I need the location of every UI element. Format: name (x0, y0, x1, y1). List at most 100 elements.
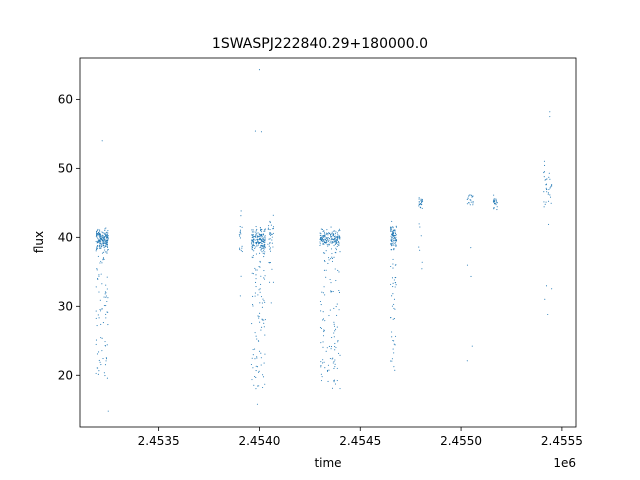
data-point (258, 242, 260, 244)
data-point (99, 244, 101, 247)
data-point (329, 309, 331, 311)
data-point (106, 288, 108, 290)
data-point (240, 249, 242, 251)
data-point (257, 340, 259, 342)
data-point (392, 258, 394, 260)
data-point (255, 226, 257, 228)
data-point (254, 235, 256, 237)
data-point (466, 203, 468, 205)
data-point (252, 240, 254, 242)
data-point (97, 241, 99, 243)
data-point (107, 232, 109, 234)
data-point (104, 242, 106, 244)
data-point (102, 322, 104, 324)
data-point (252, 348, 254, 351)
data-point (106, 234, 108, 237)
data-point (326, 237, 328, 239)
y-axis-ticks: 20 30 40 50 60 (58, 92, 80, 382)
data-point (394, 231, 396, 233)
data-point (420, 200, 422, 202)
data-point (545, 201, 547, 203)
data-point (264, 229, 266, 231)
data-point (262, 298, 264, 300)
data-point (336, 237, 338, 239)
data-point (394, 369, 396, 371)
data-point (269, 241, 271, 244)
data-point (543, 201, 545, 203)
data-point (260, 283, 262, 285)
data-point (263, 248, 265, 250)
data-point (103, 239, 105, 241)
data-point (107, 236, 109, 238)
data-point (95, 310, 97, 312)
data-point (390, 265, 392, 268)
data-point (239, 237, 241, 239)
data-point (420, 198, 422, 200)
data-point (260, 244, 262, 246)
data-point (331, 387, 334, 389)
data-point (99, 235, 101, 237)
data-point (336, 241, 338, 243)
data-point (259, 321, 261, 323)
data-point (254, 130, 256, 132)
data-point (259, 291, 261, 293)
data-point (252, 273, 254, 275)
data-point (333, 238, 335, 240)
data-point (472, 195, 474, 197)
data-point (551, 184, 553, 186)
data-point (333, 380, 335, 382)
data-point (322, 359, 324, 361)
data-point (335, 249, 338, 251)
data-point (392, 267, 394, 269)
data-point (418, 223, 420, 225)
data-point (334, 243, 336, 246)
data-point (321, 228, 324, 230)
data-point (319, 326, 322, 329)
data-point (258, 238, 261, 240)
data-point (326, 241, 328, 243)
data-point (420, 202, 422, 205)
data-point (262, 374, 264, 376)
data-point (257, 244, 259, 246)
data-point (103, 237, 105, 240)
data-point (259, 228, 262, 230)
data-point (263, 241, 265, 243)
data-point (320, 327, 323, 329)
data-point (255, 281, 257, 284)
data-point (99, 310, 102, 312)
data-point (334, 363, 336, 365)
data-point (390, 244, 392, 246)
data-point (333, 336, 335, 338)
data-point (106, 344, 108, 346)
data-point (392, 318, 394, 320)
data-point (106, 242, 108, 244)
data-point (263, 230, 265, 232)
data-point (495, 203, 497, 205)
data-point (393, 237, 395, 239)
data-point (544, 179, 546, 181)
data-point (251, 231, 253, 233)
data-point (98, 275, 100, 277)
data-point (330, 291, 332, 293)
data-point (391, 243, 393, 245)
data-point (395, 239, 397, 241)
plot-frame (79, 57, 577, 428)
data-point (98, 239, 100, 241)
data-point (104, 229, 106, 232)
data-point (264, 237, 266, 239)
data-point (332, 235, 334, 237)
data-point (264, 319, 266, 321)
data-point (547, 193, 549, 195)
data-point (323, 243, 325, 245)
data-point (105, 295, 107, 297)
data-point (324, 252, 326, 254)
data-point (391, 336, 393, 338)
data-point (101, 244, 103, 246)
data-point (466, 264, 469, 266)
data-point (100, 260, 102, 262)
data-point (106, 276, 108, 278)
data-point (331, 238, 333, 240)
data-point (468, 195, 470, 197)
data-point (324, 294, 326, 296)
